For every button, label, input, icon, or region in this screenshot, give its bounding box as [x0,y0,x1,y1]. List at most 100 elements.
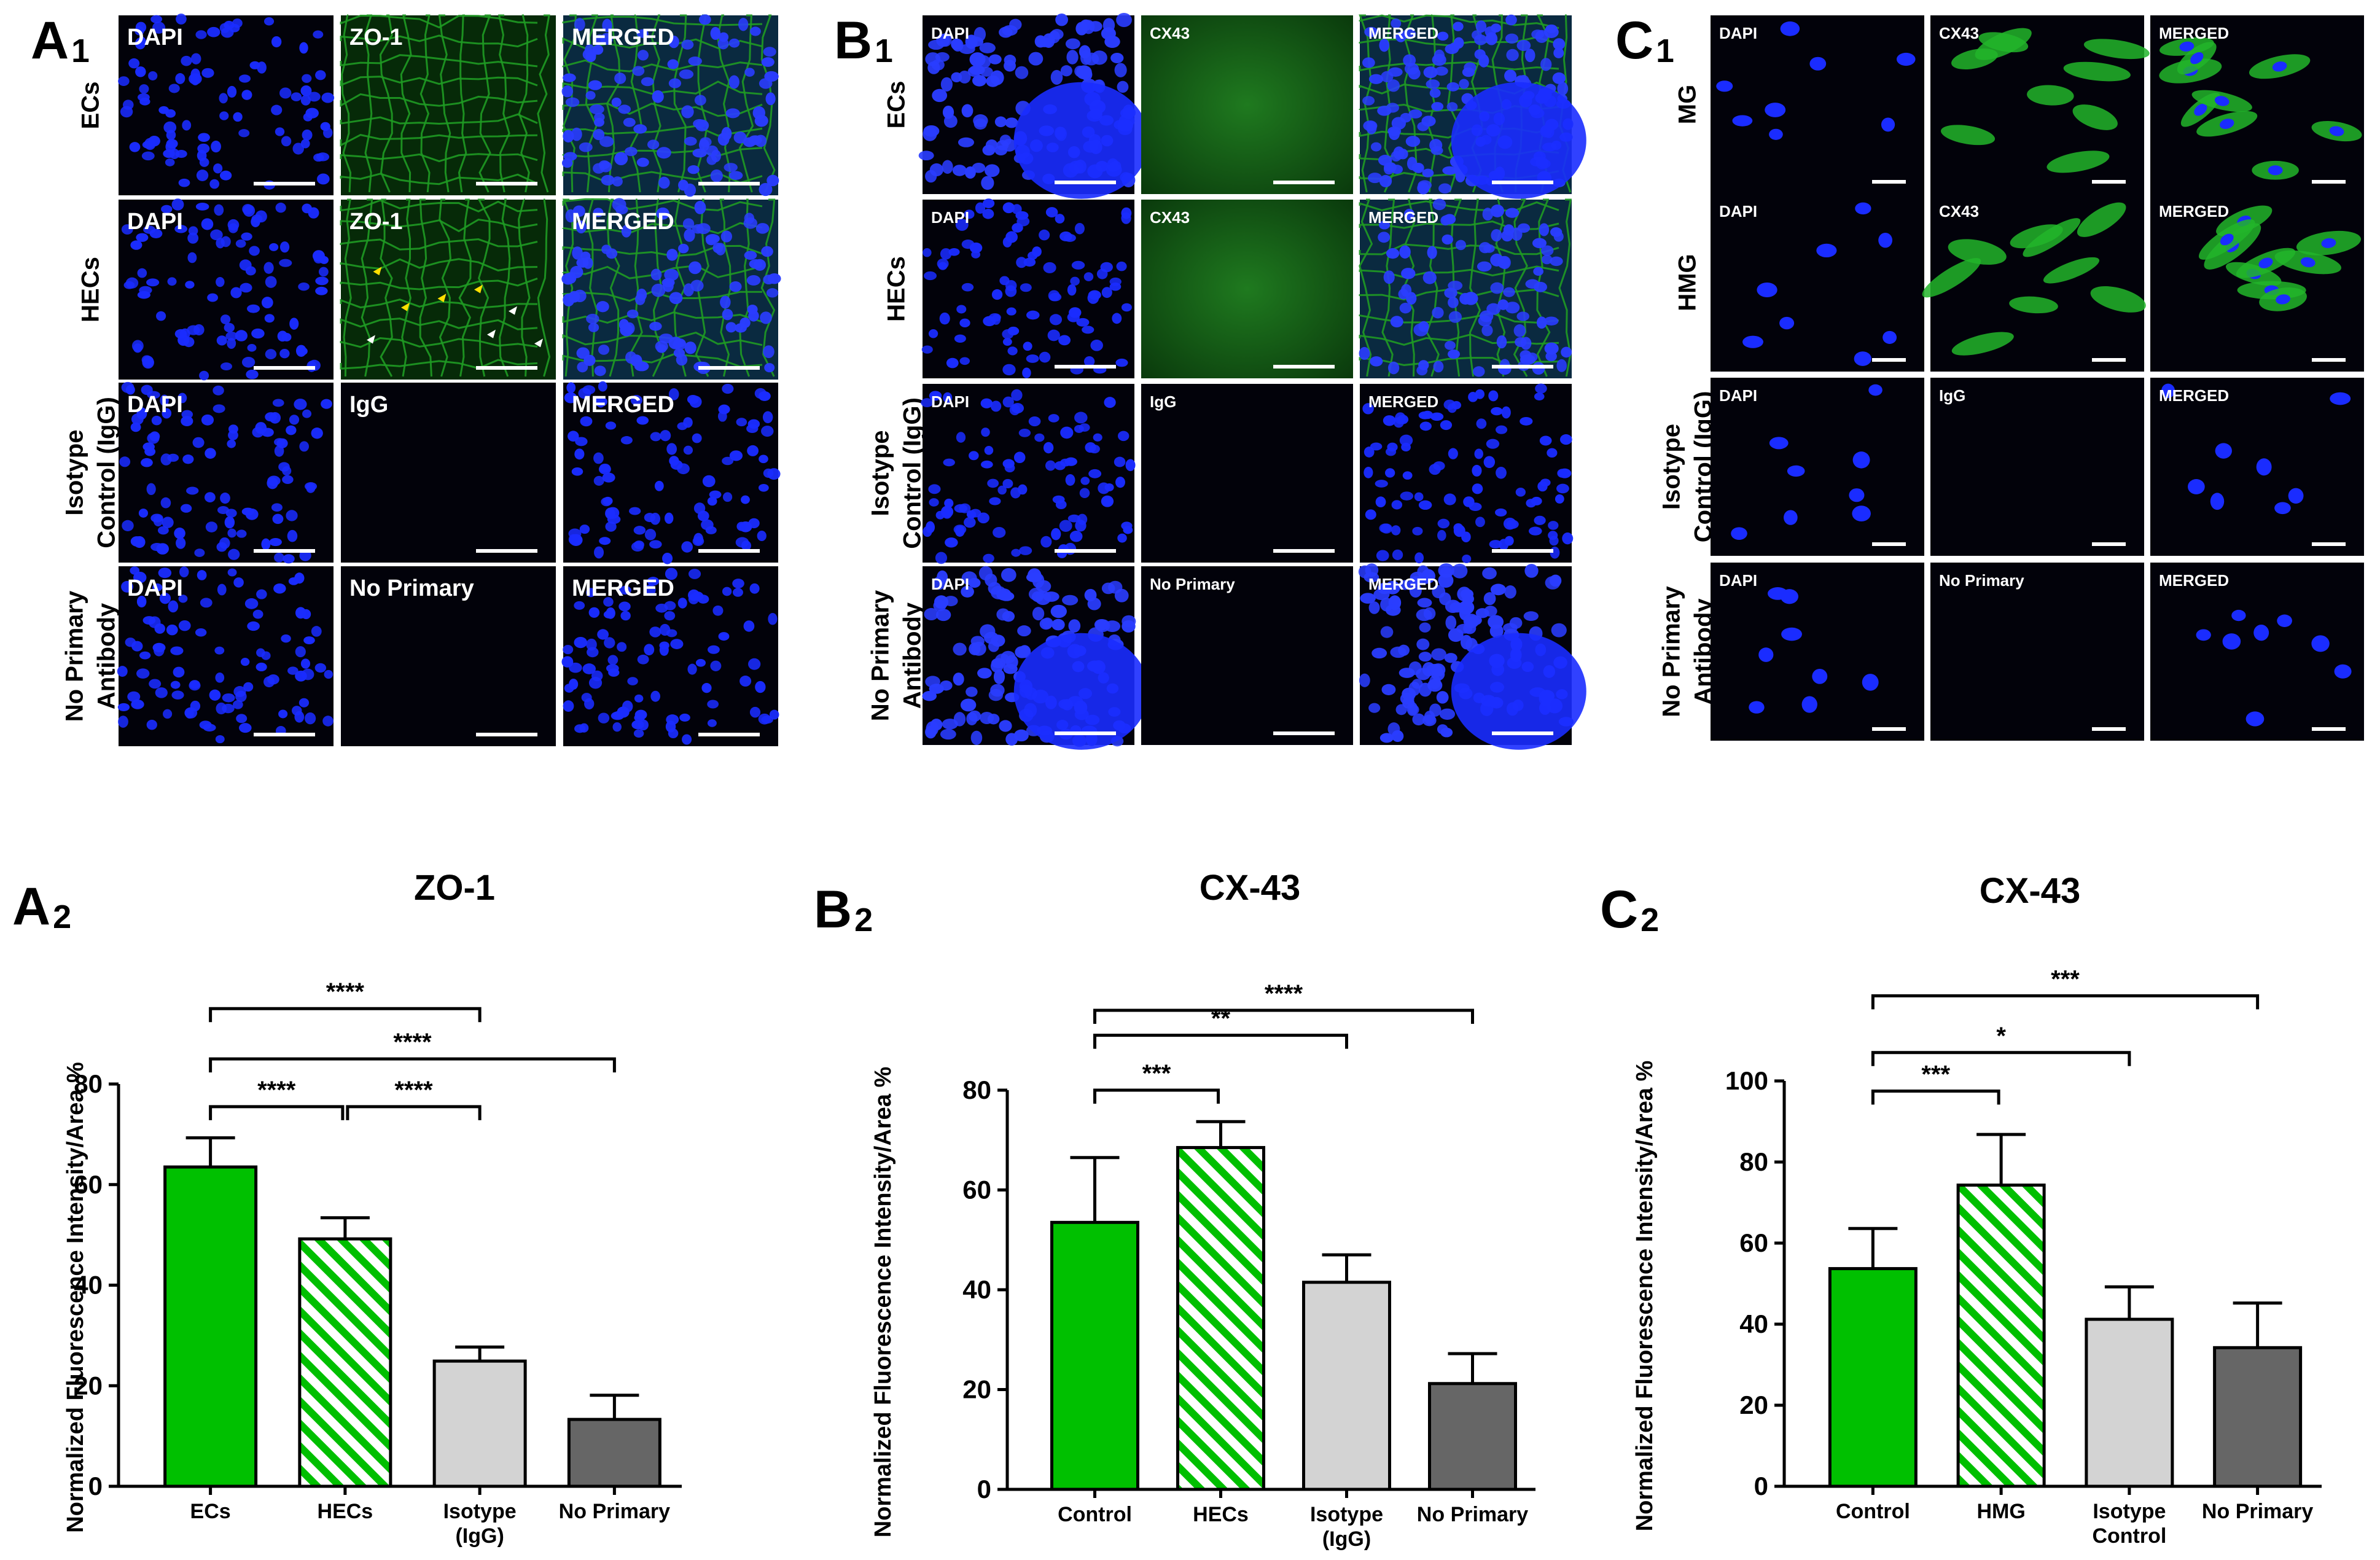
significance-bracket [1093,1088,1220,1104]
x-tick-label: Isotype [1310,1503,1383,1526]
scale-bar [1055,549,1116,553]
tile-label: DAPI [931,575,969,593]
x-tick-label: HECs [318,1500,373,1523]
scale-bar [2092,542,2126,546]
micrograph-tile: IgG [1930,378,2144,556]
tile-label: MERGED [572,392,674,418]
micrograph-tile: DAPI [922,566,1149,750]
bar [1828,1267,1918,1488]
y-tick-label: 40 [1739,1309,1768,1338]
y-tick-label: 80 [74,1069,103,1098]
scale-bar [698,366,760,370]
scale-bar [254,366,315,370]
panel-letter-sub: 2 [854,902,873,938]
tile-label: IgG [349,392,388,418]
row-label-line: Antibody [93,603,120,709]
bar [1428,1382,1517,1491]
scale-bar [2092,180,2126,184]
row-label: HECs [77,257,104,322]
scale-bar [1492,181,1553,184]
bar [432,1359,527,1488]
row-label-line: ECs [77,82,104,130]
significance-label: ** [1211,1005,1231,1032]
tile-label: DAPI [1719,571,1757,590]
micrograph-tile: MERGED [2150,563,2364,741]
micrograph-tile: DAPI [1711,193,1924,372]
row-label: MG [1674,85,1701,124]
x-tick-label: HECs [1193,1503,1249,1526]
significance-bracket [209,1007,482,1023]
scale-bar [1055,181,1116,184]
scale-bar [476,733,537,736]
scale-bar [1492,731,1553,735]
row-label-line: MG [1674,85,1701,124]
scale-bar [254,733,315,736]
tile-label: ZO-1 [349,25,403,50]
micrograph-tile: DAPI [119,381,334,564]
row-label: No Primary Antibody [867,590,926,721]
tile-label: MERGED [2159,24,2229,42]
tile-label: DAPI [1719,202,1757,220]
row-label-line: Isotype [867,430,894,516]
row-label-line: No Primary [61,590,88,722]
tile-label: CX43 [1939,24,1979,42]
tile-label: MERGED [1368,392,1438,411]
scale-bar [698,733,760,736]
tile-label: DAPI [1719,24,1757,42]
x-tick-label: (IgG) [1322,1527,1371,1551]
scale-bar [476,366,537,370]
tile-label: CX43 [1150,208,1190,227]
significance-bracket [1871,1051,2131,1066]
y-tick-label: 20 [1739,1390,1768,1419]
x-tick-label: Control [1058,1503,1132,1526]
panel-letter-sub: 1 [1656,33,1674,69]
tile-label: MERGED [572,209,674,235]
panel-letter: B2 [814,880,873,939]
chart-title: CX-43 [1980,871,2080,911]
row-label-line: Control (IgG) [899,397,926,549]
tile-label: DAPI [931,24,969,42]
significance-bracket [1871,1090,2000,1105]
x-tick-label: Control [2092,1524,2166,1548]
tile-label: DAPI [127,25,183,50]
tile-label: MERGED [572,25,674,50]
micrograph-tile: DAPI [1711,378,1924,556]
y-tick-label: 60 [1739,1228,1768,1257]
y-tick-label: 0 [977,1475,991,1503]
tile-label: CX43 [1150,24,1190,42]
row-label: No Primary Antibody [1658,586,1717,717]
significance-label: **** [257,1077,296,1104]
significance-bracket [1093,1034,1348,1049]
y-tick-label: 60 [962,1176,991,1204]
scale-bar [254,549,315,553]
bar [298,1237,392,1488]
chart-title: ZO-1 [414,868,495,908]
scale-bar [698,182,760,185]
bar-chart-b2: B2 CX-43 0 20 40 60 80 Normalized Fluorescence … [814,868,1535,1551]
micrograph-tile: No Primary [341,566,556,746]
bar [1956,1184,2046,1488]
tile-label: MERGED [2159,386,2229,405]
significance-label: **** [1265,980,1303,1007]
micrograph-panel-b1: B1 ECs DAPI CX43 MERGED HECs DAPI CX43 MERGED Iso… [834,11,1586,750]
micrograph-tile: MERGED [561,14,779,197]
scale-bar [2092,727,2126,731]
micrograph-tile: DAPI [1711,15,1924,193]
scale-bar [1872,542,1906,546]
bar [1050,1220,1139,1491]
micrograph-tile: MERGED [561,198,781,380]
tile-label: DAPI [127,392,183,418]
chart-title: CX-43 [1200,868,1300,908]
scale-bar [1492,365,1553,369]
micrograph-tile: CX43 [1141,15,1353,194]
scale-bar [1273,365,1335,369]
micrograph-tile: DAPI [921,198,1134,378]
panel-letter: A1 [31,11,90,70]
x-tick-label: No Primary [2202,1500,2313,1523]
tile-label: MERGED [1368,208,1438,227]
row-label-line: No Primary [867,590,894,721]
micrograph-tile: MERGED [1359,198,1572,378]
row-label-line: Control (IgG) [93,397,120,548]
